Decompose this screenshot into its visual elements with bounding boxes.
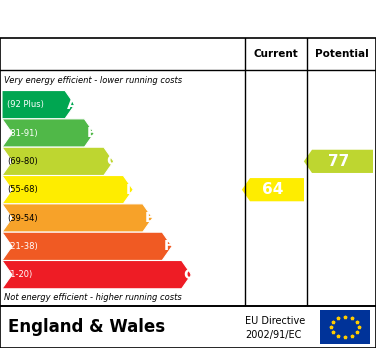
Polygon shape [242, 178, 304, 201]
Polygon shape [304, 150, 373, 173]
Text: EU Directive: EU Directive [245, 316, 305, 326]
Polygon shape [2, 147, 114, 175]
Polygon shape [2, 232, 172, 261]
Text: Not energy efficient - higher running costs: Not energy efficient - higher running co… [4, 293, 182, 302]
Polygon shape [2, 175, 133, 204]
Text: Energy Efficiency Rating: Energy Efficiency Rating [64, 10, 312, 28]
Text: (81-91): (81-91) [7, 128, 38, 137]
Bar [320, 310, 370, 344]
Text: G: G [183, 268, 195, 282]
Text: 64: 64 [262, 182, 284, 197]
Polygon shape [2, 261, 191, 289]
Text: (55-68): (55-68) [7, 185, 38, 194]
Polygon shape [2, 90, 75, 119]
Text: (1-20): (1-20) [7, 270, 32, 279]
Text: (69-80): (69-80) [7, 157, 38, 166]
Text: F: F [164, 239, 174, 253]
Text: A: A [67, 98, 78, 112]
Text: Very energy efficient - lower running costs: Very energy efficient - lower running co… [4, 76, 182, 85]
Text: (92 Plus): (92 Plus) [7, 100, 44, 109]
Text: Potential: Potential [315, 49, 368, 60]
Polygon shape [2, 119, 94, 147]
Text: C: C [106, 155, 116, 168]
Text: Current: Current [254, 49, 299, 60]
Text: (39-54): (39-54) [7, 214, 38, 222]
Polygon shape [2, 204, 153, 232]
Text: (21-38): (21-38) [7, 242, 38, 251]
Text: D: D [125, 183, 137, 197]
Text: 2002/91/EC: 2002/91/EC [245, 331, 302, 340]
Text: 77: 77 [328, 154, 349, 169]
Text: B: B [86, 126, 97, 140]
Text: E: E [145, 211, 154, 225]
Text: England & Wales: England & Wales [8, 318, 165, 336]
